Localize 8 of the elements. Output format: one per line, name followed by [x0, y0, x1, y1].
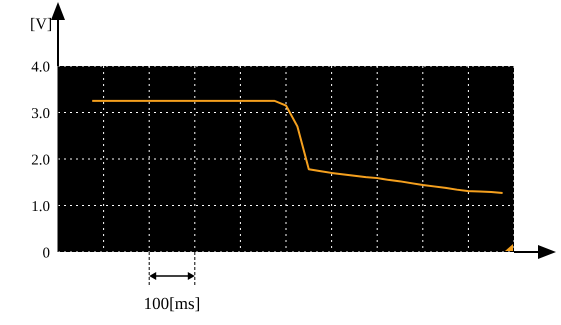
y-tick-label: 3.0	[31, 106, 50, 122]
y-tick-label: 0	[42, 245, 50, 262]
y-axis-title: [V]	[30, 16, 52, 34]
text: 100[ms]	[142, 294, 202, 314]
y-tick-label: 4.0	[31, 59, 50, 76]
y-tick-label: 2.0	[31, 152, 50, 168]
line-series	[91, 100, 504, 194]
y-tick-label: 1.0	[31, 198, 50, 215]
